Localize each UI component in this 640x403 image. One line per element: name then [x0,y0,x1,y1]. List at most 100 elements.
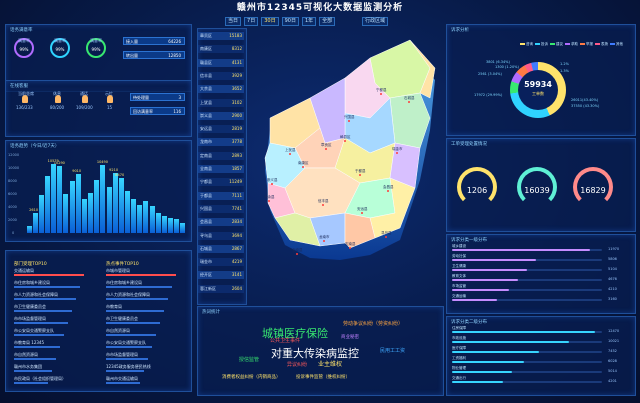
trend-bar[interactable] [63,194,69,233]
list-item[interactable]: 市自然资源局 [106,328,130,333]
word-cloud-word[interactable]: 业主维权 [318,361,343,368]
list-item[interactable]: 市市场监督管理局 [106,352,138,357]
trend-bar[interactable] [118,177,124,233]
trend-bar[interactable] [100,164,106,233]
list-item[interactable]: 赣州市水务集团 [14,364,42,369]
trend-bar[interactable] [32,213,38,233]
region-quannan[interactable] [274,212,321,247]
list-item[interactable]: 市住房和城乡建设局 [106,280,142,285]
donut-chart[interactable]: 59934 工单数 [510,62,566,118]
trend-bar[interactable] [112,173,118,233]
word-cloud-word[interactable]: 公共卫生事件 [270,338,301,344]
trend-bar[interactable] [51,164,57,233]
word-cloud-word[interactable]: 民用工工资 [380,348,406,354]
district-row[interactable]: 章贡区 15183 [198,32,244,40]
category-bar[interactable] [452,341,569,343]
district-row[interactable]: 经开区 3141 [198,271,244,280]
district-row[interactable]: 安远县 2819 [198,125,244,134]
list-item[interactable]: 交通运输局 [14,268,34,273]
trend-bar[interactable] [44,176,50,233]
list-item[interactable]: 市教育局 [106,304,122,309]
donut-legend-item[interactable]: 投诉 [535,42,548,47]
word-cloud-word[interactable]: 劳动争议纠纷（劳资纠纷） [343,321,404,327]
list-item[interactable]: 市住房和城乡建设局 [14,280,50,285]
donut-legend-item[interactable]: 其他 [610,42,623,47]
map-area[interactable] [250,28,440,303]
trend-bar[interactable] [81,198,87,233]
list-item[interactable]: 市公安局交通警察支队 [106,340,146,345]
district-row[interactable]: 大余县 3652 [198,85,244,94]
trend-bar[interactable] [38,195,44,233]
district-row[interactable]: 瑞金市 4219 [198,258,244,267]
category-bar[interactable] [452,371,512,373]
filter-1y[interactable]: 1年 [301,17,317,26]
region-dingnan[interactable] [344,212,376,249]
list-item[interactable]: 市公安局交通警察支队 [14,328,54,333]
word-cloud-word[interactable]: 投诉事件监管（维权纠纷） [296,375,350,380]
ganzhou-map[interactable] [250,28,440,303]
list-item[interactable]: 市人力资源和社会保障局 [14,292,58,297]
filter-today[interactable]: 当日 [225,17,242,26]
donut-legend-item[interactable]: 求助 [565,42,578,47]
donut-legend-item[interactable]: 举报 [580,42,593,47]
district-row[interactable]: 石城县 2867 [198,244,244,253]
category-bar[interactable] [452,249,590,251]
district-row[interactable]: 蓉江新区 2604 [198,284,244,293]
region-shicheng[interactable] [409,39,436,99]
list-item[interactable]: 赣州市交通运输局 [106,376,138,381]
word-cloud-word[interactable]: 异议纠纷 [287,362,308,368]
district-row[interactable]: 崇义县 2900 [198,111,244,120]
category-bar[interactable] [452,361,524,363]
category-bar[interactable] [452,331,595,333]
trend-bar[interactable] [69,180,75,233]
district-row[interactable]: 寻乌县 3694 [198,231,244,240]
list-item[interactable]: 市教育局 12345 [14,340,44,345]
category-bar[interactable] [452,351,539,353]
district-row[interactable]: 定南县 2893 [198,151,244,160]
trend-bar[interactable] [149,206,155,233]
trend-bar[interactable] [94,179,100,233]
filter-7d[interactable]: 7日 [244,17,259,26]
list-item[interactable]: 市城市管理局 [106,268,130,273]
donut-legend-item[interactable]: 表扬 [595,42,608,47]
district-row[interactable]: 宁都县 11249 [198,178,244,187]
category-bar[interactable] [452,269,527,271]
filter-90d[interactable]: 90日 [281,17,299,26]
district-row[interactable]: 南康区 8312 [198,45,244,54]
category-bar[interactable] [452,259,536,261]
word-cloud-word[interactable]: 授信监管 [239,357,260,363]
filter-30d[interactable]: 30日 [261,17,279,26]
district-row[interactable]: 于都县 7111 [198,191,244,200]
trend-bar[interactable] [75,174,81,233]
word-cloud-word[interactable]: 商业秘密 [341,335,359,340]
trend-bar[interactable] [26,226,32,233]
word-cloud-word[interactable]: 城镇医疗保险 [262,327,328,340]
district-row[interactable]: 信丰县 3929 [198,71,244,80]
trend-bar[interactable] [155,212,161,233]
district-row[interactable]: 兴国县 7741 [198,204,244,213]
list-item[interactable]: 12345政务服务便民热线 [106,364,151,369]
word-cloud-word[interactable]: 消费者权益纠纷（内销商品） [222,375,281,380]
trend-bar[interactable] [143,201,149,233]
trend-bar[interactable] [57,166,63,233]
category-bar[interactable] [452,279,518,281]
donut-legend-item[interactable]: 建议 [550,42,563,47]
list-item[interactable]: 市卫生健康委员会 [106,316,138,321]
district-row[interactable]: 全南县 1857 [198,165,244,173]
trend-bar[interactable] [88,193,94,233]
district-row[interactable]: 会昌县 2834 [198,218,244,227]
list-item[interactable]: 市人力资源和社会保障局 [106,292,150,297]
list-item[interactable]: 市市场监督管理局 [14,316,46,321]
donut-legend-item[interactable]: 咨询 [520,42,533,47]
district-row[interactable]: 龙南市 3778 [198,138,244,147]
trend-bar[interactable] [124,190,130,233]
list-item[interactable]: 市民政局（社会组织管理局） [14,376,66,381]
word-cloud-word[interactable]: 对重大传染病监控 [271,347,359,360]
category-bar[interactable] [452,299,497,301]
area-select[interactable]: 行政区域 [362,17,389,26]
category-bar[interactable] [452,381,503,383]
list-item[interactable]: 市卫生健康委员会 [14,304,46,309]
filter-all[interactable]: 全部 [319,17,336,26]
trend-bar[interactable] [174,219,180,233]
trend-bar[interactable] [168,218,174,233]
